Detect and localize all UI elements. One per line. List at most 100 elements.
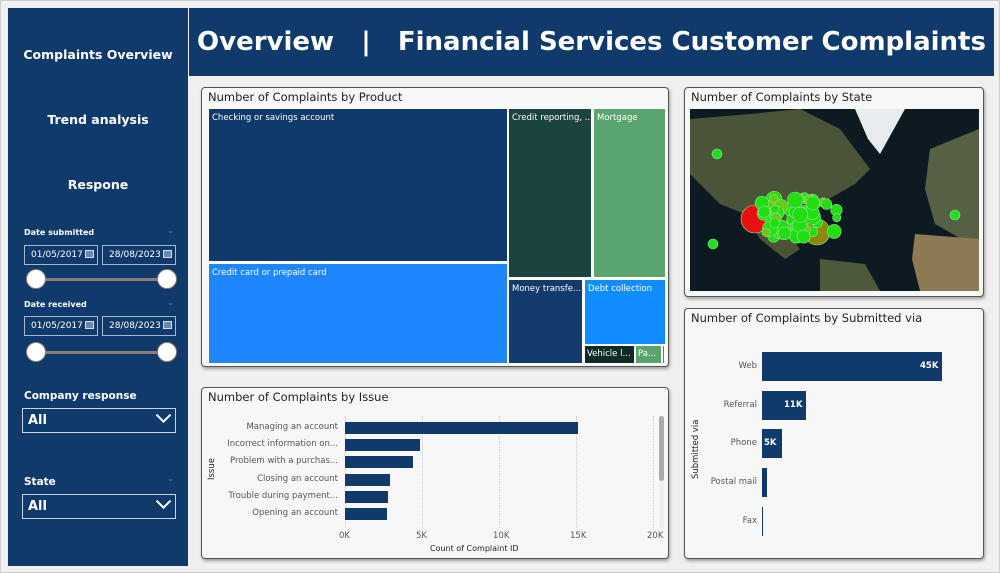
- state-bubble[interactable]: [826, 224, 842, 239]
- africa-land: [912, 234, 979, 291]
- calendar-icon[interactable]: [85, 250, 94, 258]
- treemap-cell[interactable]: [662, 345, 665, 364]
- treemap-cell[interactable]: Checking or savings account: [208, 108, 508, 262]
- bar[interactable]: [345, 473, 390, 486]
- x-axis-title: Count of Complaint ID: [430, 544, 519, 553]
- bar[interactable]: [345, 456, 413, 469]
- bar[interactable]: [762, 429, 782, 459]
- state-bubble[interactable]: [769, 218, 780, 229]
- chevron-down-icon[interactable]: ⌄: [167, 226, 174, 235]
- bar[interactable]: [345, 422, 578, 434]
- submitted-via-panel: Number of Complaints by Submitted via We…: [684, 308, 984, 559]
- state-bubble[interactable]: [796, 229, 811, 244]
- state-bubble[interactable]: [757, 205, 771, 218]
- state-bubble[interactable]: [777, 226, 792, 241]
- company-response-label: Company response: [24, 390, 137, 402]
- state-dropdown[interactable]: All: [22, 493, 176, 519]
- sidebar: Complaints Overview Trend analysis Respo…: [8, 8, 188, 566]
- x-tick-label: 15K: [570, 531, 587, 541]
- state-bubble[interactable]: [711, 148, 723, 160]
- data-label: 45K: [920, 361, 939, 371]
- state-bubble[interactable]: [820, 198, 833, 210]
- panel-title: Number of Complaints by State: [691, 90, 873, 104]
- chevron-down-icon: [155, 407, 172, 424]
- panel-title: Number of Complaints by Submitted via: [691, 311, 923, 325]
- title-text: Overview | Financial Services Customer C…: [197, 27, 986, 57]
- y-tick-label: Managing an account: [246, 422, 338, 432]
- slider-start-handle[interactable]: [26, 269, 46, 289]
- y-tick-label: Opening an account: [252, 508, 338, 518]
- y-tick-label: Phone: [730, 438, 757, 449]
- state-bubble[interactable]: [805, 196, 820, 211]
- bar[interactable]: [345, 439, 421, 452]
- data-label: 11K: [784, 399, 803, 410]
- state-bubble[interactable]: [792, 206, 809, 223]
- state-bubble[interactable]: [770, 204, 780, 214]
- issue-chart-panel: Number of Complaints by Issue 0K 5K 10K 15K…: [201, 387, 669, 559]
- gridline: [653, 416, 654, 528]
- dropdown-value: All: [28, 499, 47, 514]
- state-bubble[interactable]: [949, 209, 961, 221]
- state-bubble[interactable]: [761, 227, 771, 237]
- x-tick-label: 0K: [339, 531, 350, 541]
- y-tick-label: Closing an account: [257, 473, 338, 484]
- slider-start-handle[interactable]: [26, 342, 46, 362]
- calendar-icon[interactable]: [163, 321, 172, 329]
- scrollbar[interactable]: [659, 416, 664, 528]
- chevron-down-icon[interactable]: ⌄: [167, 298, 174, 307]
- treemap-cell[interactable]: Credit reporting, ...: [508, 108, 592, 278]
- bar[interactable]: [345, 490, 389, 503]
- gridline: [345, 416, 346, 528]
- calendar-icon[interactable]: [85, 321, 94, 329]
- gridline: [576, 416, 577, 528]
- treemap-cell[interactable]: Money transfe...: [508, 279, 583, 364]
- bar[interactable]: [762, 506, 763, 536]
- y-axis-title: Issue: [207, 458, 217, 480]
- nav-trend-analysis[interactable]: Trend analysis: [47, 112, 149, 127]
- date-received-label: Date received: [24, 300, 87, 309]
- bar[interactable]: [762, 390, 806, 420]
- date-value: 01/05/2017: [31, 321, 83, 331]
- date-submitted-end[interactable]: 28/08/2023: [102, 245, 176, 265]
- bar[interactable]: [345, 508, 387, 520]
- state-bubble[interactable]: [707, 238, 719, 250]
- product-treemap-panel: Number of Complaints by Product Checking…: [201, 87, 669, 367]
- date-submitted-start[interactable]: 01/05/2017: [24, 245, 98, 265]
- state-bubble[interactable]: [832, 213, 842, 223]
- date-received-start[interactable]: 01/05/2017: [24, 316, 98, 336]
- bar[interactable]: [762, 352, 942, 381]
- y-tick-label: Referral: [723, 399, 757, 410]
- nav-complaints-overview[interactable]: Complaints Overview: [23, 47, 173, 62]
- slider-end-handle[interactable]: [157, 269, 177, 289]
- dropdown-value: All: [28, 413, 47, 428]
- state-bubble[interactable]: [768, 193, 779, 204]
- calendar-icon[interactable]: [163, 250, 172, 258]
- date-value: 28/08/2023: [109, 321, 161, 331]
- europe-land: [925, 129, 979, 249]
- date-received-end[interactable]: 28/08/2023: [102, 316, 176, 336]
- date-received-slider[interactable]: [36, 351, 168, 354]
- nav-response[interactable]: Respone: [67, 177, 129, 192]
- treemap-cell[interactable]: Vehicle l...: [584, 345, 635, 364]
- slider-end-handle[interactable]: [157, 342, 177, 362]
- north-america-land: [690, 109, 870, 224]
- company-response-dropdown[interactable]: All: [22, 407, 176, 433]
- state-bubble-map[interactable]: [690, 109, 979, 291]
- bar[interactable]: [762, 468, 767, 498]
- state-map-panel: Number of Complaints by State: [684, 87, 984, 297]
- date-value: 28/08/2023: [109, 250, 161, 260]
- y-tick-label: Problem with a purchas...: [230, 456, 338, 467]
- treemap-cell[interactable]: Pa...: [635, 345, 662, 364]
- panel-title: Number of Complaints by Issue: [208, 390, 389, 404]
- date-submitted-label: Date submitted: [24, 228, 95, 237]
- treemap-cell[interactable]: Debt collection: [584, 279, 666, 345]
- treemap-cell[interactable]: Mortgage: [593, 108, 666, 278]
- scrollbar-thumb[interactable]: [659, 416, 664, 481]
- chevron-down-icon[interactable]: ⌄: [167, 474, 174, 483]
- x-tick-label: 5K: [416, 531, 427, 541]
- date-submitted-slider[interactable]: [36, 278, 168, 281]
- state-bubble[interactable]: [787, 191, 804, 209]
- page-title: Overview | Financial Services Customer C…: [189, 8, 994, 76]
- treemap-cell[interactable]: Credit card or prepaid card: [208, 263, 508, 364]
